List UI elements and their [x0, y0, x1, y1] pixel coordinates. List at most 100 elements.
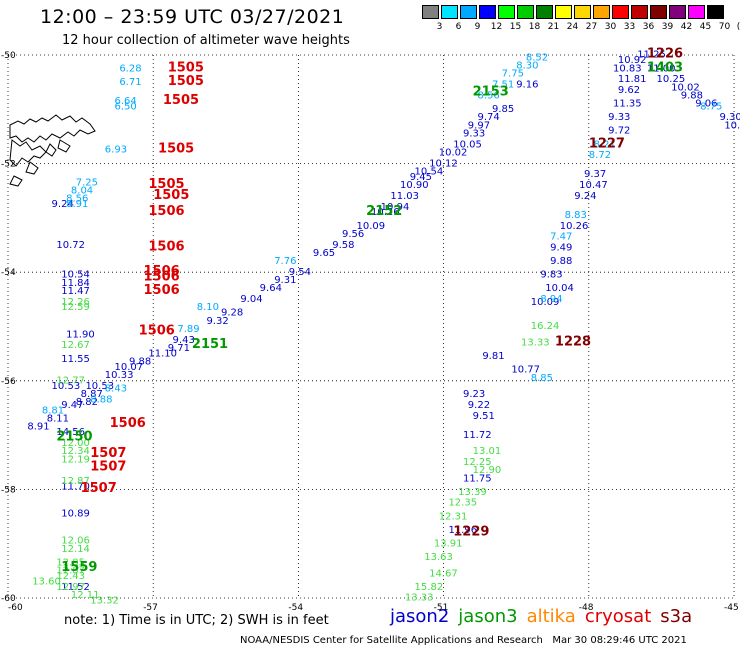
- swh-value: 12.14: [61, 544, 90, 555]
- scale-label: 30: [604, 22, 617, 32]
- swh-value: 9.33: [463, 128, 485, 139]
- swh-value: 12.34: [61, 446, 90, 457]
- pass-number-label: 1507: [90, 459, 126, 474]
- swh-value: 8.94: [540, 294, 562, 305]
- scale-swatch: [441, 5, 458, 19]
- swh-value: 10.04: [545, 283, 574, 294]
- swh-value: 8.30: [516, 61, 538, 72]
- swh-value: 16.24: [531, 321, 560, 332]
- scale-label: 9: [474, 22, 481, 32]
- pass-number-label: 1506: [144, 269, 180, 284]
- swh-value: 12.59: [61, 302, 90, 313]
- swh-value: 10.83: [613, 63, 642, 74]
- lat-tick-label: -50: [1, 51, 16, 61]
- scale-swatch: [688, 5, 705, 19]
- swh-value: 10.09: [356, 221, 385, 232]
- swh-value: 8.81: [42, 405, 64, 416]
- lat-tick-label: -56: [1, 377, 16, 387]
- scale-swatch: [460, 5, 477, 19]
- swh-value: 10.54: [61, 270, 90, 281]
- swh-value: 12.35: [448, 498, 477, 509]
- swh-value: 13.32: [90, 595, 119, 606]
- lat-tick-label: -54: [1, 268, 16, 278]
- lat-tick-label: -58: [1, 485, 16, 495]
- swh-value: 6.64: [114, 96, 136, 107]
- swh-value: 10.53: [85, 381, 114, 392]
- latitude-labels: -50 -52 -54 -56 -58 -60: [1, 51, 16, 604]
- swh-value: 8.56: [477, 90, 499, 101]
- swh-value: 12.26: [61, 297, 90, 308]
- scale-label: 36: [642, 22, 655, 32]
- lat-tick-label: -52: [1, 160, 16, 170]
- lon-tick-label: -57: [143, 603, 158, 613]
- scale-label: 42: [680, 22, 693, 32]
- scale-swatch: [555, 5, 572, 19]
- pass-number-label: 1505: [153, 188, 189, 203]
- swh-value: 10.02: [671, 82, 700, 93]
- swh-value: 10.25: [657, 74, 686, 85]
- pass-number-label: 1506: [144, 283, 180, 298]
- swh-value: 8.91: [66, 199, 88, 210]
- pass-number-label: 1505: [148, 177, 184, 192]
- lon-tick-label: -45: [724, 603, 739, 613]
- swh-value: 10.72: [56, 240, 85, 251]
- scale-label: 45: [699, 22, 712, 32]
- swh-value: 9.74: [477, 112, 499, 123]
- pass-labels: 1505150515051505150515051506150615061506…: [56, 47, 683, 575]
- swh-value: 12.06: [61, 536, 90, 547]
- swh-value: 10.89: [61, 509, 90, 520]
- swh-value: 14.56: [56, 427, 85, 438]
- swh-value: 13.63: [424, 552, 453, 563]
- swh-value: 11.35: [613, 99, 642, 110]
- swh-value: 8.72: [589, 150, 611, 161]
- lat-tick-label: -60: [1, 594, 16, 604]
- scale-swatch: [479, 5, 496, 19]
- scale-label: (ft): [736, 22, 740, 32]
- swh-value: 9.62: [618, 85, 640, 96]
- pass-number-label: 1505: [163, 93, 199, 108]
- coastline-shape: [9, 114, 96, 187]
- pass-number-label: 1506: [139, 324, 175, 339]
- swh-value: 13.01: [473, 446, 502, 457]
- swh-value: 10.33: [105, 370, 134, 381]
- scale-swatch: [650, 5, 667, 19]
- swh-value: 9.81: [482, 351, 504, 362]
- pass-number-label: 1505: [168, 74, 204, 89]
- swh-value: 9.72: [608, 126, 630, 137]
- swh-value: 9.51: [473, 411, 495, 422]
- swh-value: 13.33: [521, 338, 550, 349]
- swh-value: 9.88: [550, 256, 572, 267]
- swh-value: 11.96: [448, 525, 477, 536]
- swh-value: 9.24: [52, 199, 74, 210]
- scale-label: 3: [436, 22, 443, 32]
- pass-number-label: 1505: [158, 142, 194, 157]
- pass-number-label: 1229: [453, 525, 489, 540]
- scale-swatch: [707, 5, 724, 19]
- swh-value: 9.56: [342, 229, 364, 240]
- legend-entry-altika: altika: [526, 606, 576, 627]
- swh-value: 13.33: [405, 593, 434, 604]
- swh-value: 10.12: [429, 158, 458, 169]
- swh-value: 9.49: [550, 242, 572, 253]
- swh-value: 11.90: [66, 329, 95, 340]
- swh-value: 9.45: [410, 172, 432, 183]
- satellite-legend: jason2 jason3 altika cryosat s3a: [390, 606, 701, 627]
- swh-value: 7.25: [76, 177, 98, 188]
- pass-number-label: 1507: [90, 446, 126, 461]
- swh-value: 8.43: [105, 384, 127, 395]
- pass-number-label: 1506: [148, 239, 184, 254]
- swh-value: 9.58: [332, 240, 354, 251]
- swh-value: 8.91: [27, 422, 49, 433]
- pass-number-label: 1227: [589, 136, 625, 151]
- swh-value: 13.91: [434, 538, 463, 549]
- swh-value: 10.53: [52, 381, 81, 392]
- legend-entry-s3a: s3a: [660, 606, 693, 627]
- swh-value: 13.39: [458, 487, 487, 498]
- swh-value: 8.85: [531, 373, 553, 384]
- swh-value: 8.87: [81, 389, 103, 400]
- swh-value: 12.87: [56, 566, 85, 577]
- swh-value: 9.33: [608, 112, 630, 123]
- swh-value: 6.50: [114, 101, 136, 112]
- swh-value: 7.51: [492, 80, 514, 91]
